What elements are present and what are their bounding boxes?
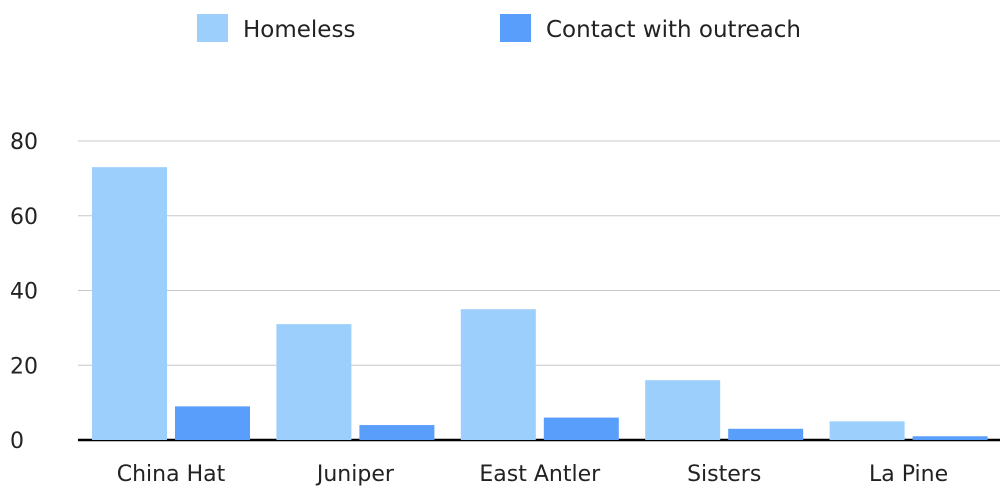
bar-homeless	[460, 309, 536, 440]
y-tick-label: 40	[10, 280, 38, 305]
legend: Homeless Contact with outreach	[197, 14, 801, 43]
y-axis-ticks: 0 20 40 60 80	[10, 130, 38, 454]
y-tick-label: 20	[10, 354, 38, 379]
bar-outreach	[728, 428, 804, 440]
bar-homeless	[645, 380, 721, 440]
bar-outreach	[175, 406, 250, 440]
x-category-label: Sisters	[687, 462, 761, 487]
legend-swatch	[500, 14, 531, 42]
y-tick-label: 80	[10, 130, 38, 155]
x-category-label: Juniper	[315, 462, 395, 487]
x-category-label: China Hat	[117, 462, 226, 487]
bars	[92, 167, 988, 440]
bar-homeless	[829, 421, 905, 440]
legend-label: Contact with outreach	[546, 17, 801, 43]
y-tick-label: 0	[10, 429, 24, 454]
bar-outreach	[543, 417, 619, 440]
x-category-label: La Pine	[869, 462, 948, 487]
bar-homeless	[276, 324, 352, 440]
y-tick-label: 60	[10, 205, 38, 230]
x-category-label: East Antler	[479, 462, 601, 487]
bar-outreach	[912, 436, 988, 440]
bar-outreach	[359, 425, 435, 440]
bar-homeless	[92, 167, 167, 440]
legend-swatch	[197, 14, 228, 42]
gridlines	[78, 140, 1000, 442]
x-axis-labels: China Hat Juniper East Antler Sisters La Pin…	[117, 462, 948, 487]
legend-label: Homeless	[243, 17, 355, 43]
